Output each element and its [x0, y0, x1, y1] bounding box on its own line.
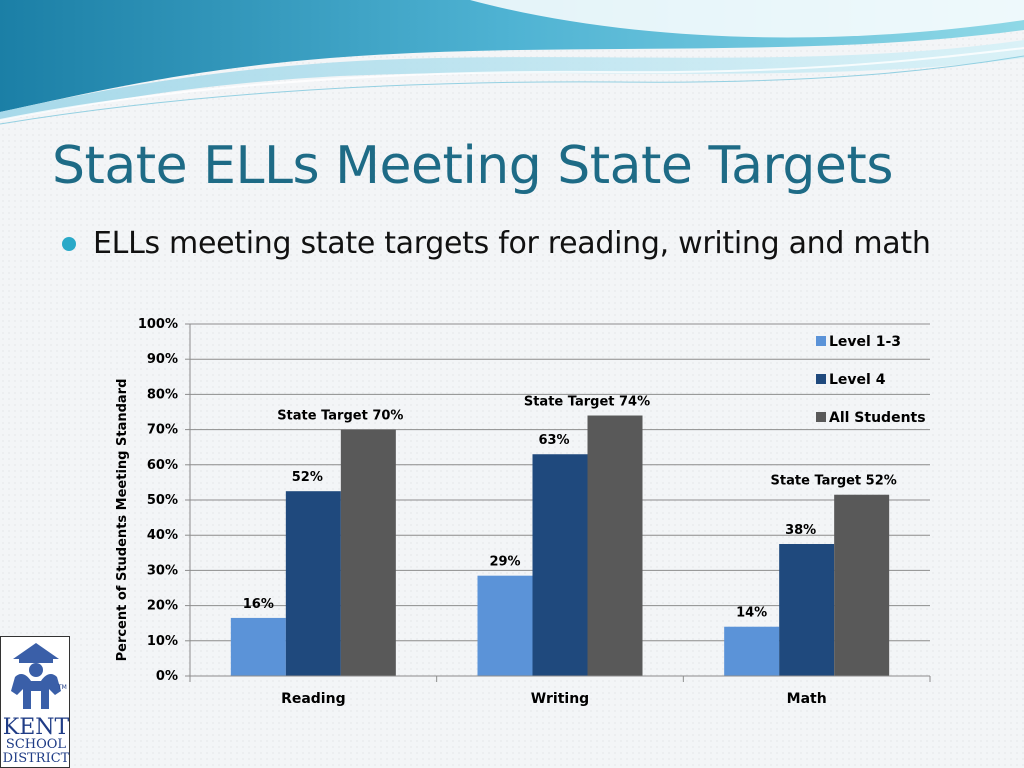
y-tick-label: 60%: [147, 458, 178, 473]
logo-line-kent: KENT: [2, 715, 70, 740]
legend-label: Level 1-3: [829, 334, 901, 350]
data-label: State Target 70%: [277, 409, 403, 424]
data-label: 29%: [489, 555, 520, 570]
bar: [587, 415, 643, 676]
bar: [834, 494, 890, 676]
bar: [285, 491, 341, 676]
bullet-item: ELLs meeting state targets for reading, …: [62, 226, 931, 261]
bar: [724, 626, 780, 676]
logo-line-school: SCHOOL: [5, 737, 67, 752]
legend-swatch: [816, 374, 826, 384]
legend: Level 1-3 Level 4 All Students: [816, 334, 926, 426]
bullet-dot-icon: [62, 236, 76, 251]
bullet-text: ELLs meeting state targets for reading, …: [93, 226, 931, 261]
bar: [230, 617, 286, 676]
y-tick-label: 0%: [156, 669, 178, 684]
logo-emblem-icon: TM: [11, 643, 67, 709]
slide-title: State ELLs Meeting State Targets: [52, 136, 893, 196]
data-label: 14%: [736, 606, 767, 621]
bar-chart: 0% 10% 20% 30% 40% 50% 60% 70% 80% 90% 100% Reading…: [115, 317, 931, 707]
header-swoosh-decoration: [0, 0, 1024, 125]
axes: 0% 10% 20% 30% 40% 50% 60% 70% 80% 90% 100% Reading…: [138, 317, 931, 707]
data-label: 38%: [785, 523, 816, 538]
y-tick-label: 90%: [147, 352, 178, 367]
x-category-label: Math: [787, 691, 827, 707]
data-label: 52%: [292, 470, 323, 485]
y-tick-label: 70%: [147, 423, 178, 438]
logo-tm: TM: [57, 684, 67, 691]
bar: [340, 429, 396, 676]
y-tick-label: 10%: [147, 634, 178, 649]
bar: [532, 454, 588, 676]
x-category-label: Reading: [281, 691, 346, 707]
legend-label: Level 4: [829, 372, 886, 388]
data-label: 63%: [538, 433, 569, 448]
y-tick-label: 100%: [138, 317, 178, 332]
legend-swatch: [816, 412, 826, 422]
data-label: State Target 74%: [524, 395, 650, 410]
y-tick-label: 80%: [147, 387, 178, 402]
legend-label: All Students: [829, 410, 926, 426]
x-category-label: Writing: [531, 691, 589, 707]
y-tick-label: 40%: [147, 528, 178, 543]
kent-school-district-logo: TM KENT SCHOOL DISTRICT: [0, 636, 70, 768]
data-label: 16%: [243, 597, 274, 612]
y-tick-label: 20%: [147, 599, 178, 614]
y-tick-label: 50%: [147, 493, 178, 508]
legend-swatch: [816, 336, 826, 346]
bar: [779, 544, 835, 676]
bars: [230, 415, 890, 676]
data-label: State Target 52%: [771, 474, 897, 489]
data-labels: 16% 52% State Target 70% 29% 63% State Target…: [243, 395, 897, 621]
y-axis-title: Percent of Students Meeting Standard: [115, 379, 130, 662]
y-tick-label: 30%: [147, 563, 178, 578]
bar: [477, 575, 533, 676]
logo-line-district: DISTRICT: [2, 751, 70, 766]
